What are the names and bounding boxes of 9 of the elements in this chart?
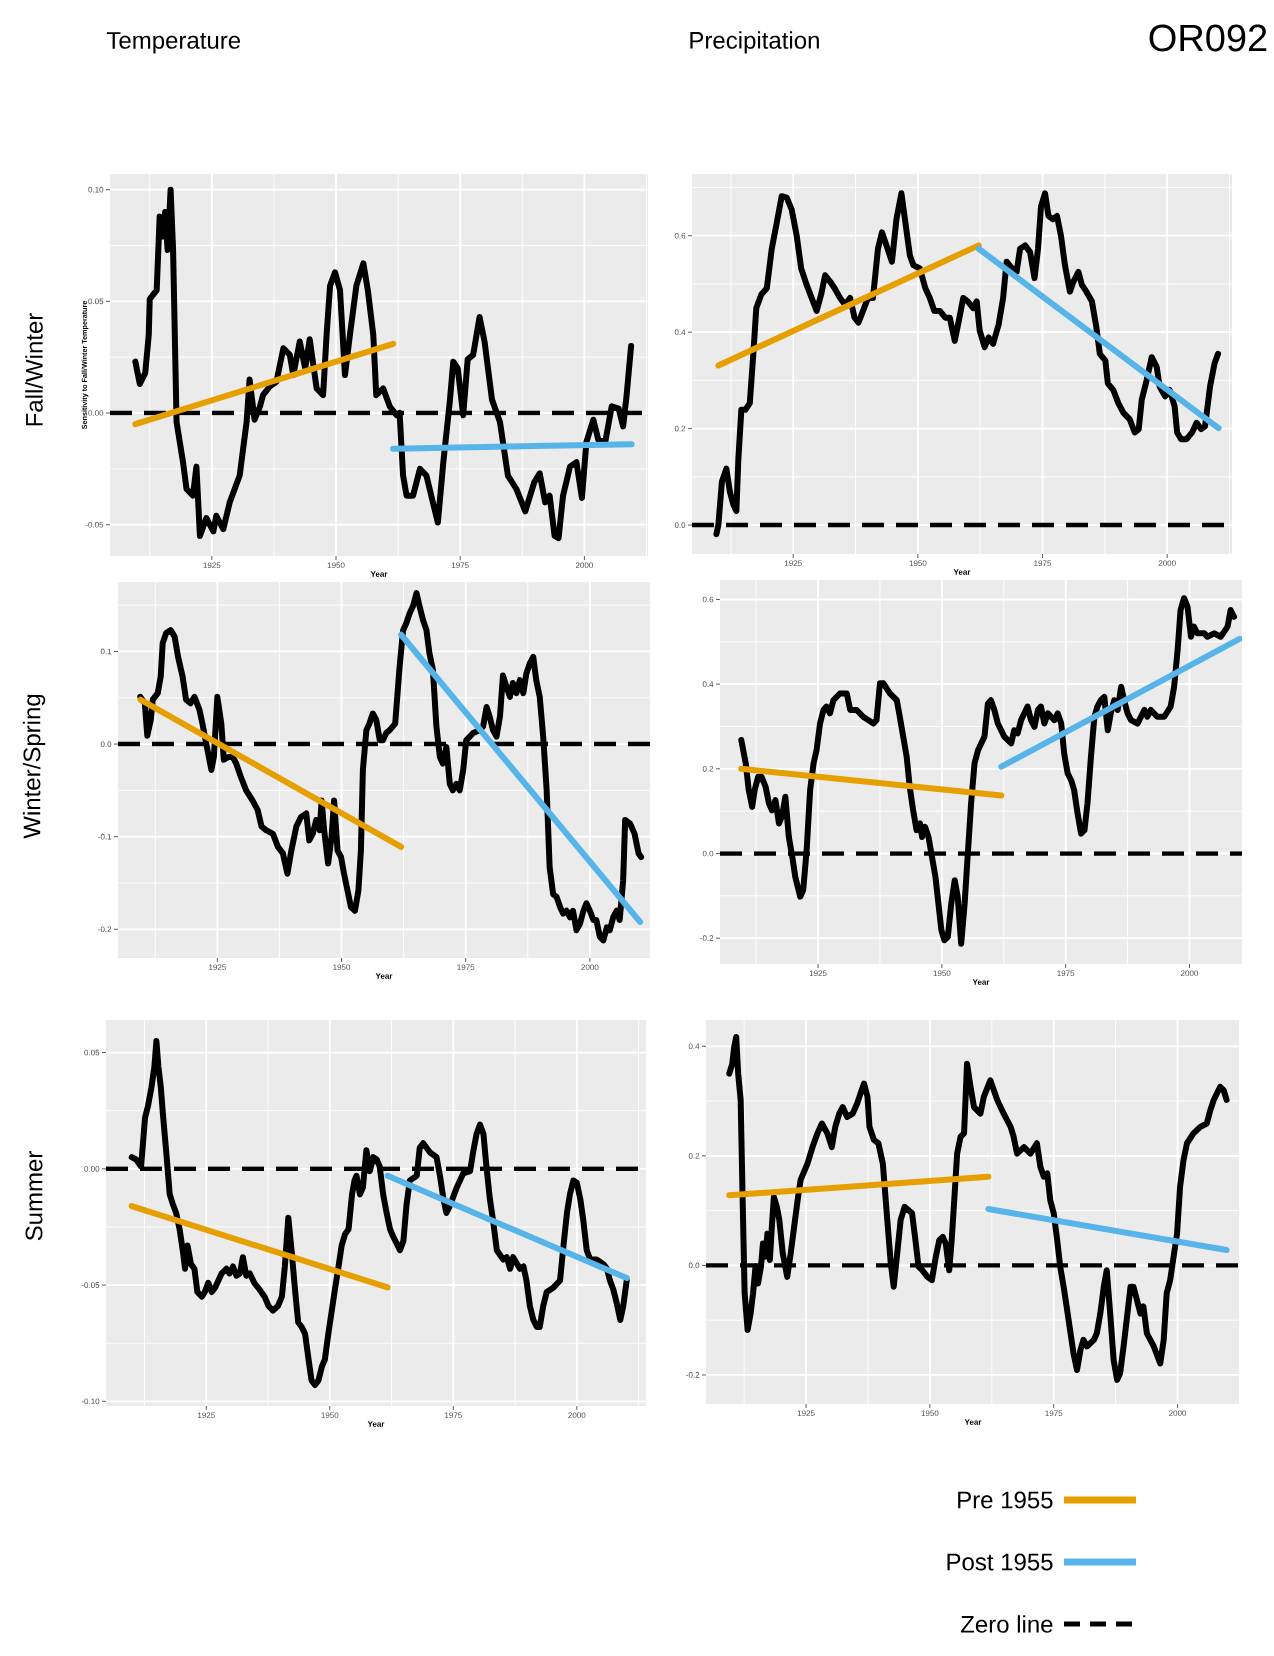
text: OR092	[1149, 24, 1267, 52]
text: Summer	[25, 1151, 43, 1241]
chart-title: Precipitation	[690, 31, 819, 54]
legend-label: Pre 1955	[958, 1491, 1053, 1509]
text: Fall/Winter	[25, 313, 43, 426]
legend-label: Post 1955	[947, 1553, 1053, 1571]
legend-label: Zero line	[960, 1615, 1053, 1633]
chart-title: Temperature	[106, 32, 241, 54]
text: Winter/Spring	[22, 694, 46, 839]
